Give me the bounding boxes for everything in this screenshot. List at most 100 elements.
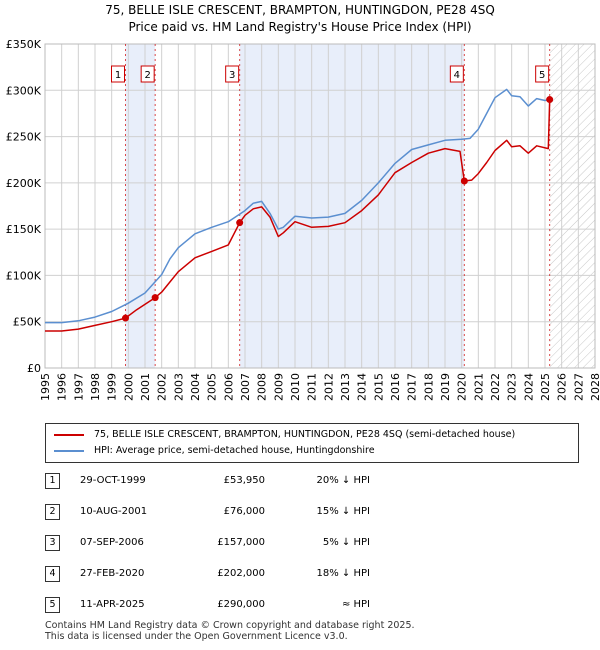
x-tick-label: 1995	[39, 373, 52, 401]
row-number-badge: 3	[45, 535, 60, 551]
x-tick-label: 2009	[272, 373, 285, 401]
x-tick-label: 2015	[372, 373, 385, 401]
x-tick-label: 2019	[439, 373, 452, 401]
x-tick-label: 2010	[289, 373, 302, 401]
row-hpi-comparison: 15% ↓ HPI	[316, 506, 370, 517]
legend-swatch-property	[54, 433, 84, 436]
row-date: 11-APR-2025	[80, 599, 145, 610]
y-tick-label: £50K	[13, 316, 42, 329]
x-tick-label: 2001	[139, 373, 152, 401]
footer-line-1: Contains HM Land Registry data © Crown c…	[45, 620, 415, 631]
row-hpi-comparison: 20% ↓ HPI	[316, 475, 370, 486]
row-price: £157,000	[217, 537, 265, 548]
marker-badge-label-3: 3	[229, 70, 235, 81]
marker-badge-5	[535, 65, 550, 83]
shaded-band-1	[125, 44, 156, 368]
marker-badge-3	[225, 65, 240, 83]
chart-title: 75, BELLE ISLE CRESCENT, BRAMPTON, HUNTI…	[105, 3, 495, 17]
table-row: 5 11-APR-2025 £290,000 ≈ HPI	[0, 594, 600, 616]
x-tick-label: 2017	[406, 373, 419, 401]
row-number-badge: 5	[45, 597, 60, 613]
footer-attribution: Contains HM Land Registry data © Crown c…	[45, 620, 415, 642]
y-tick-label: £250K	[6, 131, 42, 144]
x-tick-label: 2016	[389, 373, 402, 401]
row-hpi-comparison: 5% ↓ HPI	[322, 537, 370, 548]
footer-line-2: This data is licensed under the Open Gov…	[45, 631, 348, 642]
sale-point-3	[236, 219, 244, 227]
sale-point-5	[546, 96, 554, 104]
shaded-band-2	[239, 44, 465, 368]
y-tick-label: £100K	[6, 269, 42, 282]
x-tick-label: 2000	[122, 373, 135, 401]
marker-badge-1	[111, 65, 125, 83]
x-tick-label: 2021	[472, 373, 485, 401]
row-price: £76,000	[223, 506, 265, 517]
y-tick-label: £350K	[6, 38, 42, 51]
x-tick-label: 2024	[522, 373, 535, 401]
y-tick-label: £150K	[6, 223, 42, 236]
x-tick-label: 1999	[106, 373, 119, 401]
row-date: 07-SEP-2006	[80, 537, 144, 548]
x-tick-label: 2012	[322, 373, 335, 401]
x-tick-label: 2027	[572, 373, 585, 401]
table-row: 3 07-SEP-2006 £157,000 5% ↓ HPI	[0, 532, 600, 554]
sale-point-2	[151, 294, 159, 302]
y-tick-label: £200K	[6, 177, 42, 190]
row-hpi-comparison: ≈ HPI	[341, 599, 370, 610]
table-row: 2 10-AUG-2001 £76,000 15% ↓ HPI	[0, 501, 600, 523]
future-hatch-area	[549, 44, 595, 368]
x-tick-label: 2011	[306, 373, 319, 401]
price-chart: £0 £50K £100K £150K £200K £250K £300K £350K 1995…	[6, 38, 600, 401]
row-date: 10-AUG-2001	[80, 506, 148, 517]
sale-point-4	[460, 177, 468, 185]
x-tick-label: 2022	[489, 373, 502, 401]
legend-label-hpi: HPI: Average price, semi-detached house,…	[94, 445, 375, 456]
hpi-line	[45, 88, 550, 324]
x-tick-label: 2008	[256, 373, 269, 401]
x-tick-label: 1997	[72, 373, 85, 401]
x-tick-label: 2028	[589, 373, 600, 401]
x-tick-label: 2013	[339, 373, 352, 401]
x-tick-label: 2002	[156, 373, 169, 401]
row-price: £53,950	[223, 475, 265, 486]
row-number-badge: 4	[45, 566, 60, 582]
x-tick-label: 1996	[56, 373, 69, 401]
x-tick-label: 2006	[222, 373, 235, 401]
x-tick-label: 2004	[189, 373, 202, 401]
marker-badge-label-4: 4	[454, 70, 460, 81]
marker-badge-label-1: 1	[115, 70, 121, 81]
sale-point-1	[122, 314, 129, 322]
x-tick-label: 2020	[456, 373, 469, 401]
legend-label-property: 75, BELLE ISLE CRESCENT, BRAMPTON, HUNTI…	[94, 429, 516, 440]
legend-swatch-hpi	[54, 449, 84, 452]
plot-frame	[44, 43, 596, 369]
x-tick-label: 2014	[356, 373, 369, 401]
x-tick-label: 1998	[89, 373, 102, 401]
y-tick-label: £0	[27, 362, 41, 375]
row-number-badge: 2	[45, 504, 60, 520]
x-tick-label: 2025	[539, 373, 552, 401]
row-price: £290,000	[217, 599, 265, 610]
marker-badge-label-2: 2	[144, 70, 150, 81]
table-row: 1 29-OCT-1999 £53,950 20% ↓ HPI	[0, 470, 600, 492]
chart-legend: 75, BELLE ISLE CRESCENT, BRAMPTON, HUNTI…	[45, 423, 579, 463]
x-tick-label: 2018	[422, 373, 435, 401]
row-date: 29-OCT-1999	[80, 475, 146, 486]
x-tick-label: 2023	[506, 373, 519, 401]
y-tick-label: £300K	[6, 84, 42, 97]
marker-badge-4	[449, 65, 464, 83]
x-tick-label: 2007	[239, 373, 252, 401]
x-tick-label: 2003	[172, 373, 185, 401]
row-date: 27-FEB-2020	[80, 568, 145, 579]
legend-item-property: 75, BELLE ISLE CRESCENT, BRAMPTON, HUNTI…	[54, 427, 515, 443]
row-price: £202,000	[217, 568, 265, 579]
legend-item-hpi: HPI: Average price, semi-detached house,…	[54, 443, 375, 459]
x-tick-label: 2005	[206, 373, 219, 401]
row-number-badge: 1	[45, 473, 60, 489]
table-row: 4 27-FEB-2020 £202,000 18% ↓ HPI	[0, 563, 600, 585]
x-tick-label: 2026	[556, 373, 569, 401]
chart-subtitle: Price paid vs. HM Land Registry's House …	[128, 20, 472, 34]
marker-badge-label-5: 5	[539, 70, 545, 81]
row-hpi-comparison: 18% ↓ HPI	[316, 568, 370, 579]
marker-badge-2	[140, 65, 155, 83]
